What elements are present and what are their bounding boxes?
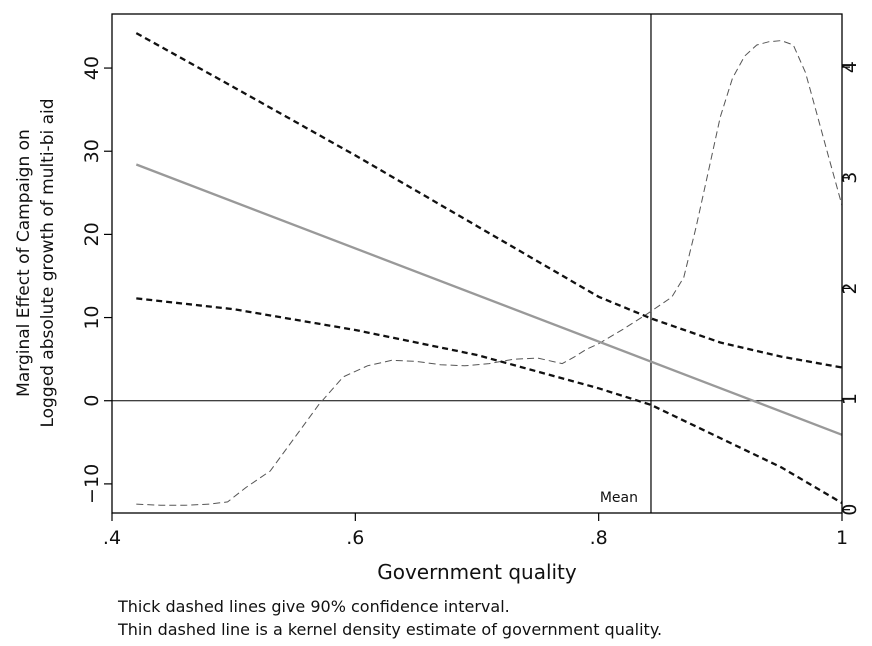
y-axis-ticks: −10 0 10 20 30 40: [81, 56, 112, 504]
y-tick-label: 20: [81, 222, 103, 246]
y2-tick-label: 2: [839, 282, 861, 294]
y-tick-label: 30: [81, 139, 103, 163]
y2-tick-label: 3: [839, 172, 861, 184]
marginal-effect-line: [135, 163, 843, 436]
y-tick-label: 10: [81, 305, 103, 329]
y2-tick-label: 4: [839, 61, 861, 73]
y-axis-label-line-2: Logged absolute growth of multi-bi aid: [38, 98, 58, 427]
y-tick-label: 40: [81, 56, 103, 80]
ci-upper-line: [135, 32, 843, 369]
note-kernel-density: Thin dashed line is a kernel density est…: [118, 620, 663, 639]
y-tick-label: 0: [81, 395, 103, 407]
y-axis-label-line-1: Marginal Effect of Campaign on: [14, 129, 34, 397]
y2-tick-label: 0: [839, 504, 861, 516]
y-tick-label: −10: [81, 464, 103, 504]
y2-tick-label: 1: [839, 393, 861, 405]
x-tick-label: 1: [836, 527, 848, 549]
ci-lower-line: [136, 297, 843, 504]
plot-border: [111, 13, 843, 514]
plot-area: [112, 14, 842, 513]
x-axis-ticks: .4 .6 .8 1: [103, 513, 848, 549]
note-confidence-interval: Thick dashed lines give 90% confidence i…: [118, 597, 510, 616]
marginal-effect-chart: Mean .4 .6 .8 1 −10 0 10 20 30 40 0 1 2 3 4 Governme…: [14, 13, 861, 584]
x-tick-label: .6: [346, 527, 364, 549]
density-line: [136, 40, 843, 506]
x-tick-label: .4: [103, 527, 121, 549]
y2-axis-ticks: 0 1 2 3 4: [839, 61, 861, 516]
mean-label: Mean: [600, 490, 638, 506]
x-tick-label: .8: [590, 527, 608, 549]
x-axis-label: Government quality: [377, 560, 577, 584]
